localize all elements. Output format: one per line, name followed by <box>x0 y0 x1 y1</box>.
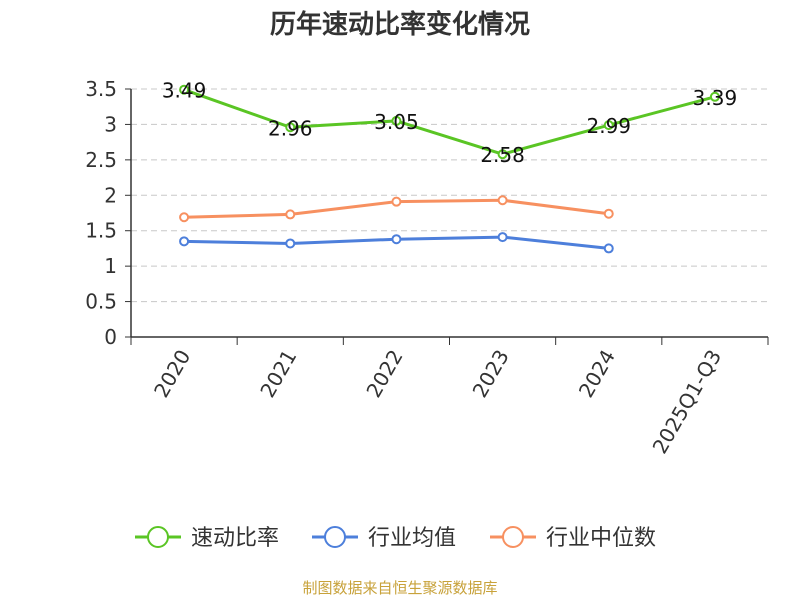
y-tick-label: 0 <box>104 325 117 349</box>
data-point <box>179 212 190 223</box>
x-tick-label: 2024 <box>574 346 620 402</box>
x-tick-label: 2022 <box>361 346 407 402</box>
legend-label: 行业中位数 <box>546 526 656 551</box>
data-point <box>391 115 402 126</box>
y-tick-label: 3 <box>104 112 117 136</box>
data-point <box>179 84 190 95</box>
legend-marker <box>502 526 524 548</box>
data-point <box>391 234 402 245</box>
x-tick-label: 2023 <box>468 346 514 402</box>
legend-marker <box>147 526 169 548</box>
legend-marker <box>324 526 346 548</box>
data-label: 2.99 <box>586 114 631 138</box>
data-point <box>179 236 190 247</box>
data-label: 2.96 <box>268 116 313 140</box>
data-labels: 3.49 2.96 3.05 2.58 2.99 3.39 <box>162 79 737 167</box>
data-point <box>603 243 614 254</box>
series-line <box>183 88 716 156</box>
y-tick-label: 2 <box>104 183 117 207</box>
data-point <box>497 232 508 243</box>
y-tick-label: 1.5 <box>85 219 117 243</box>
x-tick-label: 2025Q1-Q3 <box>647 346 726 458</box>
source-note: 制图数据来自恒生聚源数据库 <box>302 579 497 597</box>
axes: 0 0.5 1 1.5 2 2.5 3 3.5 2020 2021 2022 2023 2024 2025… <box>85 77 769 458</box>
y-tick-label: 3.5 <box>85 77 117 101</box>
data-point <box>603 120 614 131</box>
x-tick-label: 2021 <box>255 346 301 402</box>
data-label: 2.58 <box>480 143 525 167</box>
legend: 速动比率 行业均值 行业中位数 <box>135 526 656 551</box>
legend-item: 行业均值 <box>312 526 456 551</box>
y-tick-label: 0.5 <box>85 290 117 314</box>
grid-lines <box>131 88 768 303</box>
legend-item: 行业中位数 <box>490 526 656 551</box>
chart-title: 历年速动比率变化情况 <box>270 9 530 40</box>
data-point <box>285 122 296 133</box>
data-point <box>603 208 614 219</box>
legend-item: 速动比率 <box>135 526 279 551</box>
data-point <box>497 149 508 160</box>
legend-label: 速动比率 <box>191 526 279 551</box>
data-label: 3.39 <box>693 86 738 110</box>
series-lines <box>179 84 720 254</box>
data-label: 3.05 <box>374 110 419 134</box>
data-point <box>497 195 508 206</box>
data-point <box>285 209 296 220</box>
data-point <box>285 238 296 249</box>
y-tick-label: 2.5 <box>85 148 117 172</box>
data-point <box>391 196 402 207</box>
y-tick-label: 1 <box>104 254 117 278</box>
x-tick-label: 2020 <box>149 346 195 402</box>
data-label: 3.49 <box>162 79 207 103</box>
legend-label: 行业均值 <box>368 526 456 551</box>
data-point <box>709 91 720 102</box>
